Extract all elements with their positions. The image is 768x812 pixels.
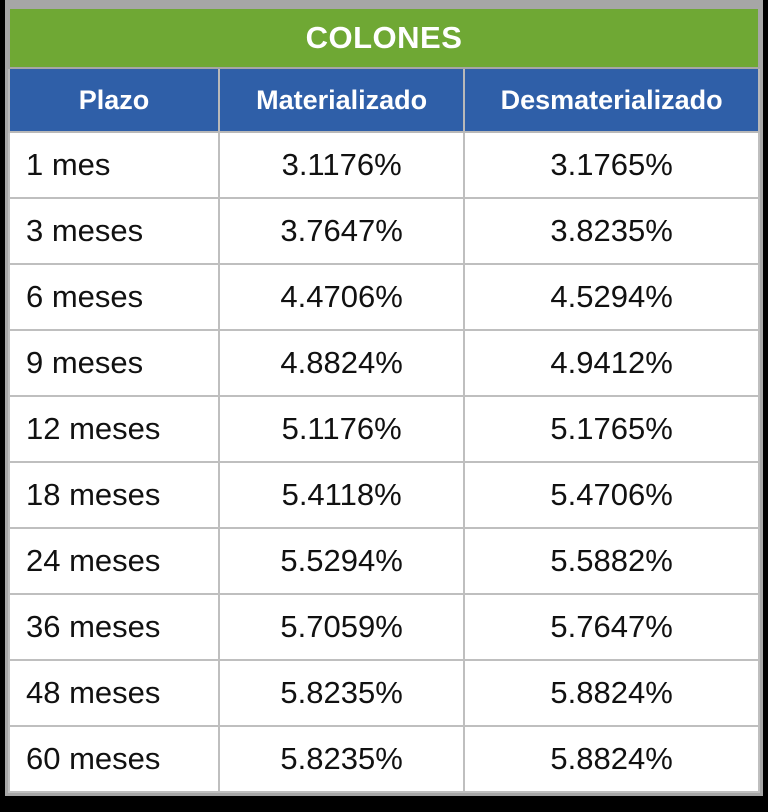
materializado-cell: 5.8235% xyxy=(217,659,466,727)
plazo-cell: 36 meses xyxy=(8,593,220,661)
desmaterializado-cell: 4.9412% xyxy=(463,329,760,397)
plazo-cell: 24 meses xyxy=(8,527,220,595)
plazo-cell: 18 meses xyxy=(8,461,220,529)
materializado-cell: 4.8824% xyxy=(217,329,466,397)
plazo-cell: 48 meses xyxy=(8,659,220,727)
table-row: 9 meses 4.8824% 4.9412% xyxy=(8,329,760,397)
rates-table-frame: COLONES Plazo Materializado Desmateriali… xyxy=(5,0,763,796)
desmaterializado-cell: 5.4706% xyxy=(463,461,760,529)
rates-table: COLONES Plazo Materializado Desmateriali… xyxy=(8,7,760,793)
header-row: Plazo Materializado Desmaterializado xyxy=(8,67,760,133)
table-row: 6 meses 4.4706% 4.5294% xyxy=(8,263,760,331)
materializado-cell: 5.7059% xyxy=(217,593,466,661)
plazo-cell: 6 meses xyxy=(8,263,220,331)
desmaterializado-cell: 3.1765% xyxy=(463,131,760,199)
desmaterializado-cell: 3.8235% xyxy=(463,197,760,265)
plazo-cell: 60 meses xyxy=(8,725,220,793)
desmaterializado-cell: 5.7647% xyxy=(463,593,760,661)
table-row: 48 meses 5.8235% 5.8824% xyxy=(8,659,760,727)
table-row: 36 meses 5.7059% 5.7647% xyxy=(8,593,760,661)
materializado-cell: 4.4706% xyxy=(217,263,466,331)
materializado-cell: 5.5294% xyxy=(217,527,466,595)
plazo-cell: 9 meses xyxy=(8,329,220,397)
plazo-cell: 12 meses xyxy=(8,395,220,463)
table-row: 1 mes 3.1176% 3.1765% xyxy=(8,131,760,199)
materializado-cell: 5.4118% xyxy=(217,461,466,529)
table-title: COLONES xyxy=(8,7,760,69)
materializado-cell: 5.8235% xyxy=(217,725,466,793)
column-header-desmaterializado: Desmaterializado xyxy=(463,67,760,133)
table-row: 12 meses 5.1176% 5.1765% xyxy=(8,395,760,463)
plazo-cell: 3 meses xyxy=(8,197,220,265)
column-header-plazo: Plazo xyxy=(8,67,220,133)
table-row: 3 meses 3.7647% 3.8235% xyxy=(8,197,760,265)
title-row: COLONES xyxy=(8,7,760,69)
desmaterializado-cell: 5.8824% xyxy=(463,659,760,727)
materializado-cell: 3.7647% xyxy=(217,197,466,265)
column-header-materializado: Materializado xyxy=(217,67,466,133)
materializado-cell: 3.1176% xyxy=(217,131,466,199)
desmaterializado-cell: 4.5294% xyxy=(463,263,760,331)
materializado-cell: 5.1176% xyxy=(217,395,466,463)
desmaterializado-cell: 5.5882% xyxy=(463,527,760,595)
plazo-cell: 1 mes xyxy=(8,131,220,199)
table-row: 60 meses 5.8235% 5.8824% xyxy=(8,725,760,793)
table-row: 18 meses 5.4118% 5.4706% xyxy=(8,461,760,529)
desmaterializado-cell: 5.1765% xyxy=(463,395,760,463)
table-row: 24 meses 5.5294% 5.5882% xyxy=(8,527,760,595)
desmaterializado-cell: 5.8824% xyxy=(463,725,760,793)
